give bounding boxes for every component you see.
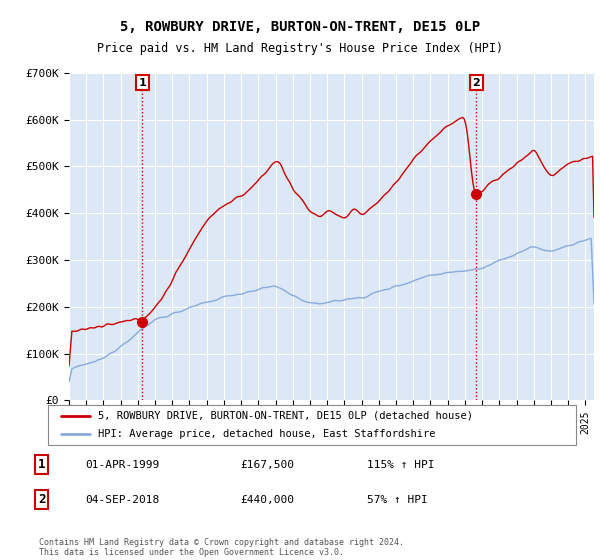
Text: Price paid vs. HM Land Registry's House Price Index (HPI): Price paid vs. HM Land Registry's House … [97, 42, 503, 55]
Text: Contains HM Land Registry data © Crown copyright and database right 2024.
This d: Contains HM Land Registry data © Crown c… [39, 538, 404, 557]
Text: HPI: Average price, detached house, East Staffordshire: HPI: Average price, detached house, East… [98, 430, 436, 439]
Text: 04-SEP-2018: 04-SEP-2018 [86, 495, 160, 505]
Text: 2: 2 [38, 493, 45, 506]
FancyBboxPatch shape [48, 405, 576, 445]
Text: 1: 1 [138, 78, 146, 88]
Text: 01-APR-1999: 01-APR-1999 [86, 460, 160, 470]
Text: 1: 1 [38, 458, 45, 472]
Text: £167,500: £167,500 [240, 460, 294, 470]
Text: 5, ROWBURY DRIVE, BURTON-ON-TRENT, DE15 0LP: 5, ROWBURY DRIVE, BURTON-ON-TRENT, DE15 … [120, 20, 480, 34]
Text: 5, ROWBURY DRIVE, BURTON-ON-TRENT, DE15 0LP (detached house): 5, ROWBURY DRIVE, BURTON-ON-TRENT, DE15 … [98, 411, 473, 421]
Text: 57% ↑ HPI: 57% ↑ HPI [367, 495, 428, 505]
Text: 115% ↑ HPI: 115% ↑ HPI [367, 460, 434, 470]
Text: 2: 2 [473, 78, 481, 88]
Text: £440,000: £440,000 [240, 495, 294, 505]
